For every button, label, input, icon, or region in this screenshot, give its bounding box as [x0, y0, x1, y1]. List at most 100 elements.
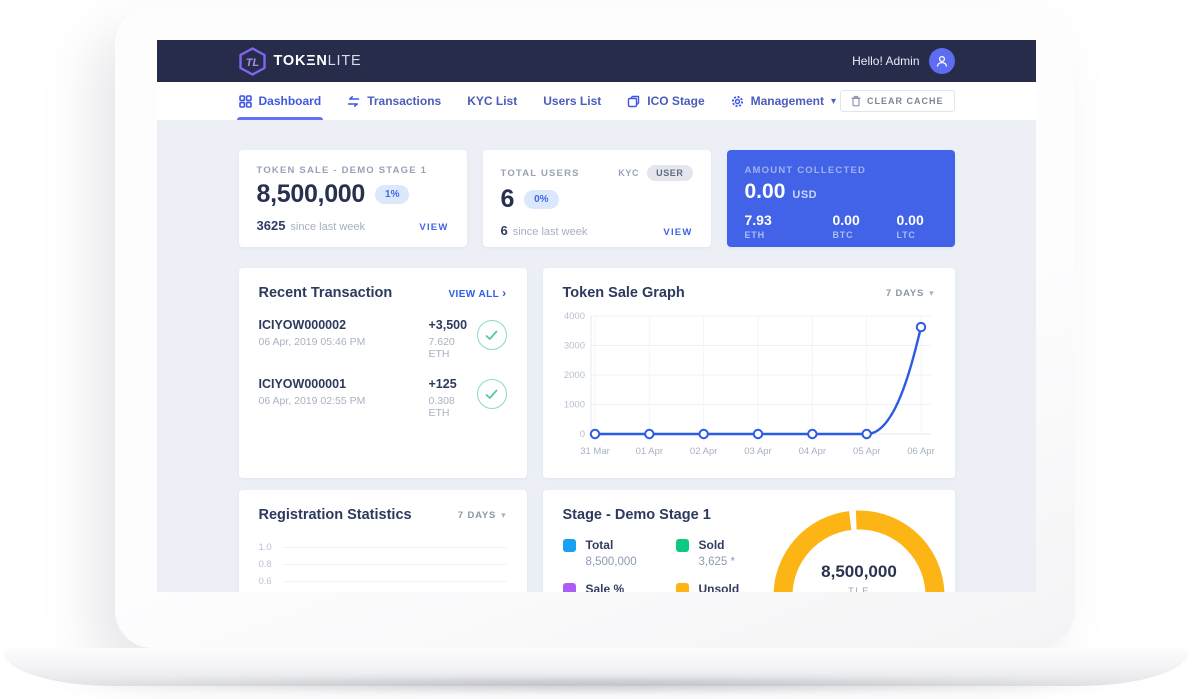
dashboard-content: TOKEN SALE - DEMO STAGE 1 8,500,000 1% 3…	[238, 120, 955, 592]
svg-text:06 Apr: 06 Apr	[907, 446, 934, 457]
card-label: TOTAL USERS	[500, 167, 580, 179]
delta-value: 6	[500, 223, 508, 238]
legend-swatch	[562, 582, 576, 592]
main-nav: Dashboard Transactions KYC List	[157, 82, 1036, 120]
card-label: AMOUNT COLLECTED	[744, 165, 867, 176]
reg-axis-tick: 0.8	[259, 556, 507, 573]
top-navbar: TL TOKΞNLITE Hello! Admin	[157, 40, 1036, 82]
kyc-user-toggle[interactable]: KYC USER	[618, 165, 693, 181]
brand-name: TOKΞNLITE	[273, 53, 362, 69]
legend-swatch	[675, 538, 689, 552]
grid-icon	[238, 94, 252, 108]
tx-id: ICIYOW000002	[258, 318, 347, 332]
clear-cache-button[interactable]: CLEAR CACHE	[839, 90, 955, 112]
toggle-kyc[interactable]: KYC	[618, 168, 640, 178]
chevron-down-icon: ▾	[501, 509, 507, 520]
tx-id: ICIYOW000001	[258, 377, 347, 391]
tx-crypto: 7.620 ETH	[428, 336, 455, 360]
tab-dashboard[interactable]: Dashboard	[236, 82, 323, 120]
tab-users-list[interactable]: Users List	[543, 82, 601, 120]
tab-kyc-list[interactable]: KYC List	[467, 82, 517, 120]
svg-text:31 Mar: 31 Mar	[580, 446, 610, 457]
delta-caption: since last week	[512, 226, 588, 238]
svg-text:03 Apr: 03 Apr	[744, 446, 771, 457]
view-link[interactable]: VIEW	[419, 222, 449, 233]
legend-sold: Sold 3,625 *	[675, 538, 789, 569]
tokenlite-hexagon-icon: TL	[238, 46, 266, 76]
card-title: Token Sale Graph	[562, 285, 685, 301]
tx-date: 06 Apr, 2019 05:46 PM	[258, 336, 366, 348]
total-users-card: TOTAL USERS KYC USER 6 0% 6 si	[482, 150, 711, 247]
confirmed-check-icon	[476, 320, 507, 350]
legend-swatch	[675, 582, 689, 592]
tab-label: Management	[750, 94, 824, 108]
amount-collected-card: AMOUNT COLLECTED 0.00 USD 7.93 ETH	[726, 150, 955, 247]
coin-eth: 7.93 ETH	[744, 212, 772, 241]
trash-icon	[851, 95, 861, 107]
legend-swatch	[562, 538, 576, 552]
svg-text:3000: 3000	[563, 341, 584, 352]
transaction-row[interactable]: ICIYOW000002 06 Apr, 2019 05:46 PM +3,50…	[259, 318, 507, 360]
svg-text:01 Apr: 01 Apr	[635, 446, 662, 457]
svg-text:2000: 2000	[563, 370, 584, 381]
token-sale-card: TOKEN SALE - DEMO STAGE 1 8,500,000 1% 3…	[238, 150, 467, 247]
stage-card: Stage - Demo Stage 1 Total 8,500,000 Sol…	[542, 490, 955, 592]
token-sale-value: 8,500,000	[256, 180, 366, 208]
card-title: Recent Transaction	[258, 285, 393, 301]
tab-management[interactable]: Management ▾	[731, 82, 836, 120]
delta-value: 3625	[256, 218, 286, 233]
brand-logo[interactable]: TL TOKΞNLITE	[238, 46, 362, 76]
tx-amount: +125	[428, 377, 457, 391]
laptop-screen-bezel: TL TOKΞNLITE Hello! Admin	[115, 6, 1075, 648]
svg-text:04 Apr: 04 Apr	[798, 446, 825, 457]
confirmed-check-icon	[476, 379, 507, 409]
stage-legend: Total 8,500,000 Sold 3,625 * Sale %	[562, 538, 935, 592]
coin-btc: 0.00 BTC	[832, 212, 860, 241]
range-dropdown[interactable]: 7 DAYS ▾	[457, 509, 507, 521]
registration-statistics-card: Registration Statistics 7 DAYS ▾ 1.0 0.8 0.…	[238, 490, 527, 592]
toggle-user[interactable]: USER	[647, 165, 693, 181]
tab-label: Users List	[543, 94, 602, 108]
stage-donut-chart: 8,500,000 TLE	[769, 506, 949, 592]
view-all-link[interactable]: VIEW ALL ›	[448, 286, 507, 300]
svg-text:8,500,000: 8,500,000	[821, 562, 897, 581]
card-title: Registration Statistics	[258, 507, 412, 523]
tab-ico-stage[interactable]: ICO Stage	[627, 82, 705, 120]
range-dropdown[interactable]: 7 DAYS ▾	[885, 287, 935, 299]
tab-transactions[interactable]: Transactions	[347, 82, 441, 120]
tab-label: KYC List	[467, 94, 518, 108]
recent-transactions-card: Recent Transaction VIEW ALL › ICIYOW0000…	[238, 268, 527, 478]
chevron-right-icon: ›	[502, 286, 507, 300]
chevron-down-icon: ▾	[830, 95, 837, 107]
transaction-row[interactable]: ICIYOW000001 06 Apr, 2019 02:55 PM +125 …	[259, 377, 507, 419]
delta-caption: since last week	[290, 221, 366, 233]
legend-total: Total 8,500,000	[562, 538, 676, 569]
usd-unit: USD	[792, 189, 818, 201]
reg-axis-tick: 0.6	[259, 573, 507, 590]
laptop-base	[4, 648, 1188, 686]
token-sale-graph-card: Token Sale Graph 7 DAYS ▾ 4000 3000 2000 100…	[542, 268, 955, 478]
view-link[interactable]: VIEW	[663, 227, 693, 238]
percent-badge: 0%	[524, 190, 559, 209]
card-title: Stage - Demo Stage 1	[562, 507, 711, 523]
transfer-arrows-icon	[347, 95, 360, 108]
token-sale-line-chart: 4000 3000 2000 1000 0 31 Mar 01 Apr 02 Apr 03 Ap…	[563, 311, 934, 457]
tab-label: ICO Stage	[647, 94, 705, 108]
svg-text:0: 0	[579, 429, 584, 440]
reg-axis-tick: 1.0	[259, 539, 507, 556]
coin-ltc: 0.00 LTC	[896, 212, 924, 241]
cube-icon	[627, 95, 640, 108]
dashboard-viewport: TL TOKΞNLITE Hello! Admin	[157, 40, 1036, 592]
greeting-text: Hello! Admin	[852, 54, 920, 68]
svg-text:05 Apr: 05 Apr	[852, 446, 879, 457]
tx-amount: +3,500	[428, 318, 468, 332]
svg-text:1000: 1000	[563, 400, 584, 411]
svg-text:02 Apr: 02 Apr	[689, 446, 716, 457]
tab-label: Transactions	[367, 94, 442, 108]
svg-text:TL: TL	[245, 57, 259, 69]
total-users-value: 6	[500, 185, 515, 213]
legend-unsold: Unsold	[675, 582, 789, 592]
usd-amount: 0.00	[744, 180, 786, 203]
avatar[interactable]	[928, 48, 955, 74]
